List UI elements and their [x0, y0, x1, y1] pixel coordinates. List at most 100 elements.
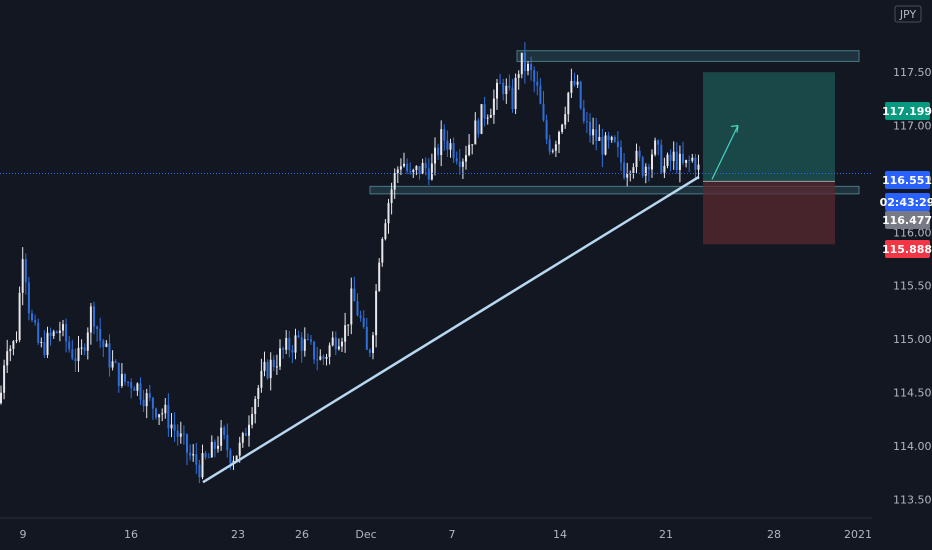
candle-143 [443, 124, 446, 151]
x-tick-9: 2021 [844, 528, 872, 541]
candle-64 [198, 459, 201, 484]
candle-125 [387, 198, 390, 234]
candle-192 [595, 118, 598, 151]
support-zone[interactable] [369, 185, 860, 195]
candle-161 [499, 73, 502, 84]
candle-181 [561, 123, 564, 134]
candle-210 [651, 149, 653, 178]
candle-26 [80, 339, 83, 355]
candle-212 [657, 139, 660, 156]
candle-197 [610, 135, 613, 143]
candle-183 [567, 91, 570, 122]
candle-206 [638, 146, 641, 162]
candle-59 [182, 425, 185, 445]
candle-116 [359, 310, 362, 322]
candle-195 [604, 132, 607, 156]
candle-19 [58, 321, 61, 342]
x-tick-2: 23 [231, 528, 245, 541]
candle-28 [86, 327, 89, 360]
loss-zone[interactable] [703, 181, 835, 245]
candle-85 [263, 351, 266, 377]
profit-zone[interactable] [703, 72, 835, 182]
candle-89 [275, 354, 278, 375]
candle-54 [167, 393, 170, 437]
candle-86 [266, 359, 269, 380]
time-axis[interactable]: 9 16 23 26 Dec 7 14 21 28 2021 [0, 517, 872, 541]
candle-39 [120, 363, 123, 388]
candle-164 [508, 74, 511, 91]
candle-123 [381, 237, 384, 267]
x-tick-5: 7 [449, 528, 456, 541]
svg-text:117.199: 117.199 [882, 105, 932, 118]
candle-162 [502, 78, 505, 101]
candle-149 [461, 158, 464, 180]
candle-0 [0, 385, 2, 405]
candle-121 [375, 284, 378, 348]
candle-184 [570, 68, 573, 98]
candle-23 [71, 339, 74, 361]
svg-text:115.888: 115.888 [882, 243, 932, 256]
candle-104 [322, 354, 325, 366]
candle-107 [331, 331, 334, 347]
candle-146 [452, 137, 455, 164]
candle-131 [406, 158, 409, 175]
candle-7 [21, 247, 24, 306]
candle-156 [483, 96, 486, 127]
candle-207 [641, 155, 644, 178]
candle-13 [40, 337, 43, 348]
candle-5 [15, 331, 18, 344]
candle-98 [303, 327, 306, 357]
price-axis[interactable]: 113.500 114.000 114.500 115.000 115.500 116.0… [872, 0, 932, 518]
candle-68 [210, 435, 213, 458]
candle-66 [204, 450, 207, 460]
x-tick-3: 26 [295, 528, 309, 541]
candle-52 [161, 408, 164, 422]
candle-96 [297, 330, 300, 339]
candle-117 [362, 310, 365, 329]
currency-label: JPY [899, 8, 917, 21]
candle-111 [344, 312, 347, 353]
candle-175 [542, 91, 545, 122]
candle-32 [99, 317, 102, 349]
candle-151 [468, 134, 471, 157]
candle-42 [130, 378, 133, 399]
candle-132 [409, 162, 412, 175]
candle-128 [396, 166, 399, 183]
candle-145 [449, 138, 452, 158]
candle-29 [89, 302, 92, 345]
candle-91 [282, 346, 285, 359]
candle-186 [576, 74, 579, 88]
candle-194 [601, 128, 604, 168]
resistance-zone[interactable] [516, 50, 860, 62]
candle-166 [514, 73, 517, 115]
candle-133 [412, 168, 415, 178]
candle-126 [390, 182, 393, 215]
candle-35 [108, 334, 111, 377]
candle-178 [551, 148, 554, 154]
candle-82 [254, 395, 257, 424]
candle-189 [585, 112, 588, 133]
candle-2 [6, 339, 9, 373]
candle-70 [217, 436, 219, 453]
candle-182 [564, 106, 567, 129]
candle-105 [325, 353, 328, 366]
candle-147 [455, 151, 458, 165]
x-tick-8: 28 [767, 528, 781, 541]
candle-81 [251, 407, 254, 429]
y-tick-8: 117.500 [893, 66, 932, 79]
candle-220 [682, 141, 684, 166]
candle-157 [486, 114, 489, 125]
candle-135 [418, 166, 421, 180]
candle-8 [24, 253, 27, 295]
candle-153 [474, 112, 477, 145]
candle-216 [669, 149, 672, 172]
candle-215 [666, 152, 669, 169]
trendline[interactable] [202, 175, 700, 484]
candle-165 [511, 78, 514, 113]
candle-179 [554, 140, 557, 158]
candle-100 [310, 334, 312, 345]
candle-118 [365, 317, 368, 350]
candle-137 [424, 157, 427, 176]
candle-6 [18, 286, 21, 343]
